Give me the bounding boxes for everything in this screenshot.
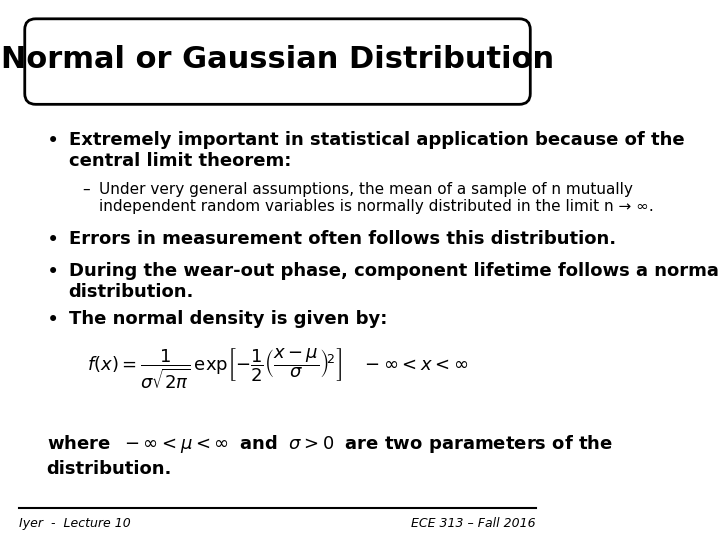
Text: The normal density is given by:: The normal density is given by: <box>68 310 387 328</box>
FancyBboxPatch shape <box>24 19 531 104</box>
Text: ECE 313 – Fall 2016: ECE 313 – Fall 2016 <box>411 517 536 530</box>
Text: •: • <box>47 310 59 330</box>
Text: •: • <box>47 131 59 151</box>
Text: Iyer  -  Lecture 10: Iyer - Lecture 10 <box>19 517 131 530</box>
Text: During the wear-out phase, component lifetime follows a normal
distribution.: During the wear-out phase, component lif… <box>68 262 720 301</box>
Text: •: • <box>47 230 59 250</box>
Text: distribution.: distribution. <box>47 460 172 478</box>
Text: Errors in measurement often follows this distribution.: Errors in measurement often follows this… <box>68 230 616 248</box>
Text: Extremely important in statistical application because of the
central limit theo: Extremely important in statistical appli… <box>68 131 684 170</box>
Text: Under very general assumptions, the mean of a sample of n mutually
independent r: Under very general assumptions, the mean… <box>99 182 654 214</box>
Text: $f(x)=\dfrac{1}{\sigma\sqrt{2\pi}}\,\exp\!\left[-\dfrac{1}{2}\left(\dfrac{x-\mu}: $f(x)=\dfrac{1}{\sigma\sqrt{2\pi}}\,\exp… <box>87 347 468 391</box>
Text: Normal or Gaussian Distribution: Normal or Gaussian Distribution <box>1 45 554 75</box>
Text: where $\;-\infty < \mu < \infty\;$ and $\;\sigma > 0\;$ are two parameters of th: where $\;-\infty < \mu < \infty\;$ and $… <box>47 433 613 455</box>
Text: •: • <box>47 262 59 282</box>
Text: –: – <box>83 182 90 197</box>
